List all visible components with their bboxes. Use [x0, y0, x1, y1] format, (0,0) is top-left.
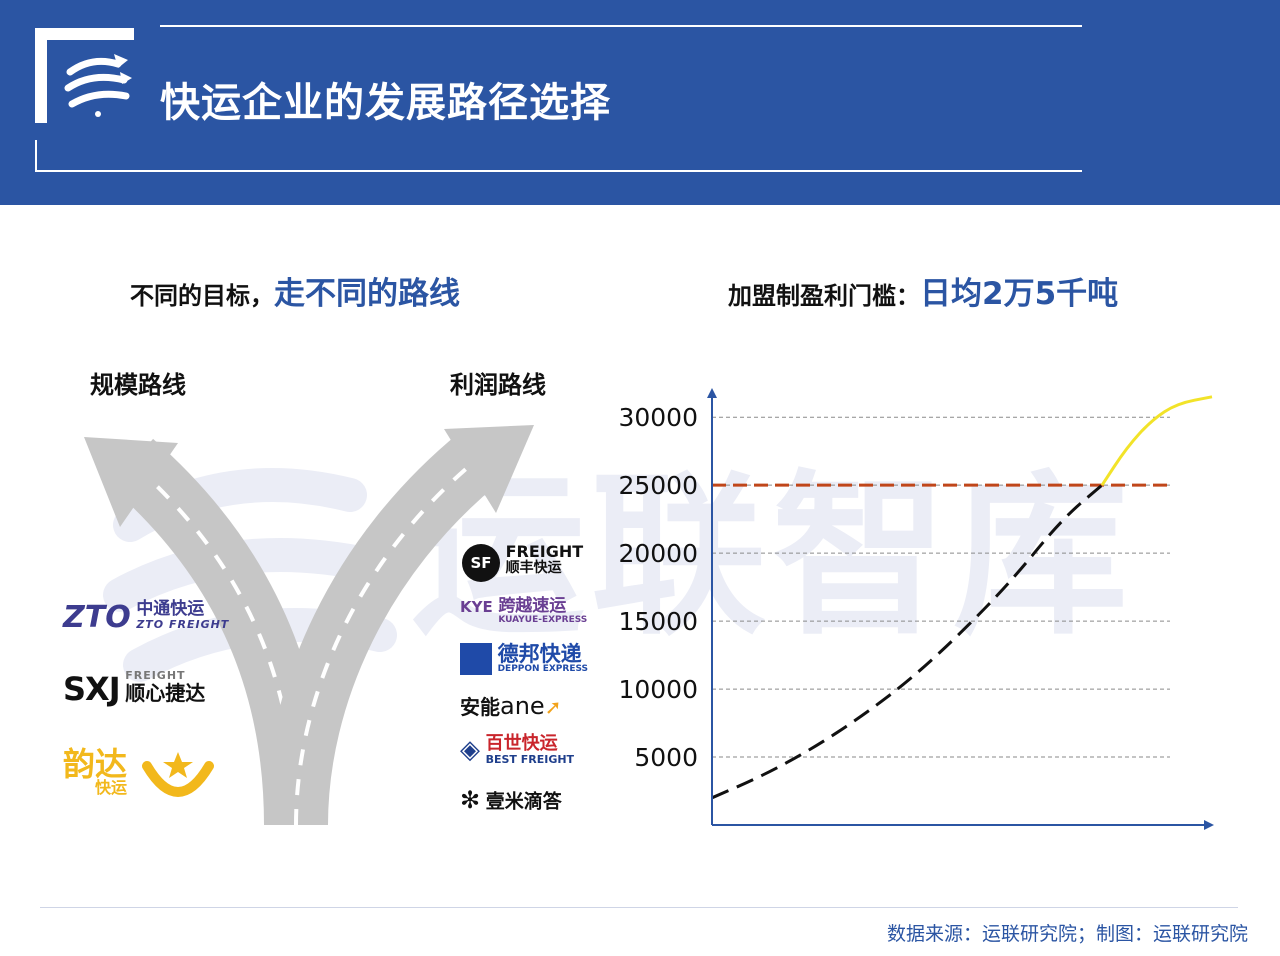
y-tick-label-25000: 25000: [618, 471, 698, 500]
header-corner-bracket-vertical: [35, 28, 47, 123]
ane-logo: 安能ane➚: [460, 692, 562, 720]
source-note: 数据来源：运联研究院；制图：运联研究院: [886, 923, 1248, 945]
best-freight-logo: ◈ 百世快运 BEST FREIGHT: [460, 733, 575, 766]
right-heading-highlight: 日均2万5千吨: [920, 276, 1119, 312]
left-heading: 不同的目标，走不同的路线: [130, 268, 460, 313]
profit-threshold-chart: 5000 10000 15000 20000 25000 30000: [618, 388, 1214, 830]
y-tick-label-15000: 15000: [618, 607, 698, 636]
watermark-text: 运联智库: [410, 456, 1134, 659]
yimidida-logo: ✻ 壹米滴答: [460, 786, 562, 814]
fork-left-arrowhead: [84, 437, 178, 527]
zto-freight-logo: ZTO 中通快运 ZTO FREIGHT: [63, 599, 230, 635]
header-bracket-tick: [35, 140, 37, 172]
yunda-freight-logo: 韵达 快运: [63, 748, 215, 804]
y-tick-label-20000: 20000: [618, 539, 698, 568]
kye-express-logo: KYE 跨越速运 KUAYUE-EXPRESS: [460, 596, 588, 625]
sxj-freight-logo: SXJ FREIGHT 顺心捷达: [63, 669, 206, 708]
yunlian-logo-icon: [64, 54, 132, 117]
header-band: 快运企业的发展路径选择: [0, 0, 1280, 205]
scale-route-label: 规模路线: [90, 371, 186, 399]
profit-route-label: 利润路线: [450, 371, 546, 399]
forked-road-diagram: [84, 425, 534, 826]
x-axis-arrowhead: [1204, 820, 1214, 830]
fork-right-arrowhead: [444, 425, 534, 513]
series-line-1: [711, 483, 1103, 800]
header-divider-bottom: [35, 170, 1082, 172]
y-tick-label-30000: 30000: [618, 403, 698, 432]
header-divider-top: [160, 25, 1082, 27]
yunda-smile-icon: [141, 752, 214, 797]
sf-freight-logo: SF FREIGHT 顺丰快运: [462, 543, 583, 582]
deppon-express-logo: 德邦快递 DEPPON EXPRESS: [460, 643, 588, 675]
sf-mark-icon: SF: [462, 544, 500, 582]
footer-divider: [40, 907, 1238, 908]
chart-axes: [707, 388, 1214, 830]
chart-y-tick-labels: 5000 10000 15000 20000 25000 30000: [618, 403, 698, 772]
y-tick-label-10000: 10000: [618, 675, 698, 704]
header-corner-bracket-horizontal: [35, 28, 134, 40]
fork-road-right-branch: [264, 425, 534, 826]
y-axis-arrowhead: [707, 388, 717, 398]
right-heading: 加盟制盈利门槛：日均2万5千吨: [728, 268, 1118, 313]
right-heading-prefix: 加盟制盈利门槛：: [728, 282, 920, 310]
chart-gridlines: [712, 416, 1170, 758]
deppon-square-icon: [460, 643, 492, 675]
left-heading-prefix: 不同的目标，: [130, 282, 274, 310]
page-title: 快运企业的发展路径选择: [160, 80, 611, 126]
series-line-2: [1100, 395, 1213, 486]
chart-series: [711, 395, 1213, 800]
yimidida-mark-icon: ✻: [460, 786, 481, 814]
ane-arrow-icon: ➚: [544, 695, 562, 719]
left-heading-highlight: 走不同的路线: [274, 276, 460, 312]
best-diamond-icon: ◈: [460, 735, 480, 765]
y-tick-label-5000: 5000: [634, 743, 698, 772]
